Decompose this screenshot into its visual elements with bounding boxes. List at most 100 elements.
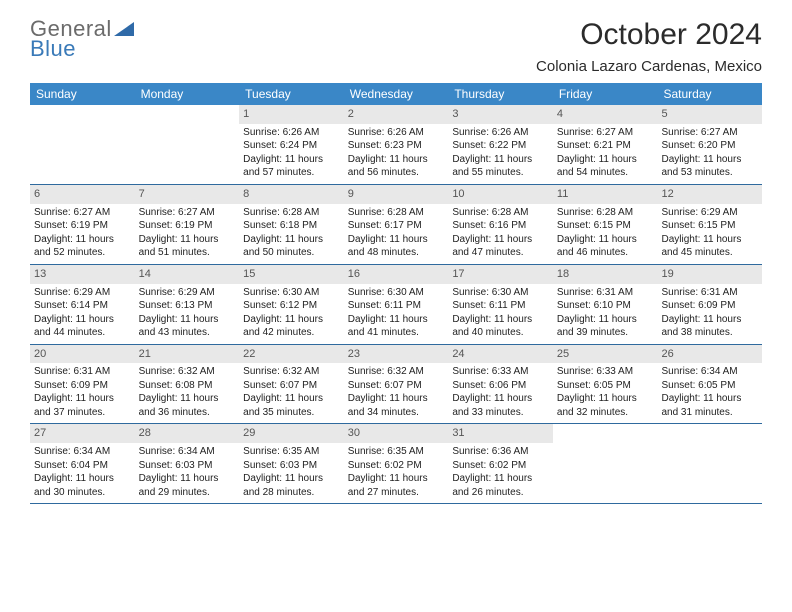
day-number: 26 <box>657 345 762 364</box>
day-cell: 24Sunrise: 6:33 AMSunset: 6:06 PMDayligh… <box>448 345 553 424</box>
day-cell: 1Sunrise: 6:26 AMSunset: 6:24 PMDaylight… <box>239 105 344 184</box>
daylight-text: Daylight: 11 hours and 55 minutes. <box>452 153 549 180</box>
sunrise-text: Sunrise: 6:35 AM <box>243 445 340 459</box>
sunrise-text: Sunrise: 6:30 AM <box>243 286 340 300</box>
day-cell: 23Sunrise: 6:32 AMSunset: 6:07 PMDayligh… <box>344 345 449 424</box>
day-number: 24 <box>448 345 553 364</box>
day-cell: 6Sunrise: 6:27 AMSunset: 6:19 PMDaylight… <box>30 185 135 264</box>
daylight-text: Daylight: 11 hours and 47 minutes. <box>452 233 549 260</box>
sunset-text: Sunset: 6:11 PM <box>452 299 549 313</box>
sunrise-text: Sunrise: 6:28 AM <box>557 206 654 220</box>
sunrise-text: Sunrise: 6:28 AM <box>243 206 340 220</box>
sunset-text: Sunset: 6:15 PM <box>661 219 758 233</box>
sunset-text: Sunset: 6:02 PM <box>452 459 549 473</box>
sunset-text: Sunset: 6:11 PM <box>348 299 445 313</box>
daylight-text: Daylight: 11 hours and 56 minutes. <box>348 153 445 180</box>
sunset-text: Sunset: 6:19 PM <box>34 219 131 233</box>
sunrise-text: Sunrise: 6:34 AM <box>661 365 758 379</box>
sunrise-text: Sunrise: 6:26 AM <box>452 126 549 140</box>
sunrise-text: Sunrise: 6:33 AM <box>557 365 654 379</box>
sunrise-text: Sunrise: 6:31 AM <box>557 286 654 300</box>
day-cell: 22Sunrise: 6:32 AMSunset: 6:07 PMDayligh… <box>239 345 344 424</box>
week-row: 27Sunrise: 6:34 AMSunset: 6:04 PMDayligh… <box>30 424 762 504</box>
sunset-text: Sunset: 6:18 PM <box>243 219 340 233</box>
day-number: 5 <box>657 105 762 124</box>
weekday-header: Wednesday <box>344 83 449 105</box>
daylight-text: Daylight: 11 hours and 45 minutes. <box>661 233 758 260</box>
sunrise-text: Sunrise: 6:32 AM <box>348 365 445 379</box>
day-number: 23 <box>344 345 449 364</box>
day-cell: 15Sunrise: 6:30 AMSunset: 6:12 PMDayligh… <box>239 265 344 344</box>
day-cell: 3 Sunrise: 6:26 AMSunset: 6:22 PMDaylight… <box>448 105 553 184</box>
daylight-text: Daylight: 11 hours and 31 minutes. <box>661 392 758 419</box>
sunset-text: Sunset: 6:03 PM <box>243 459 340 473</box>
day-cell: 17Sunrise: 6:30 AMSunset: 6:11 PMDayligh… <box>448 265 553 344</box>
weekday-header-row: Sunday Monday Tuesday Wednesday Thursday… <box>30 83 762 105</box>
sunrise-text: Sunrise: 6:27 AM <box>139 206 236 220</box>
day-number: 21 <box>135 345 240 364</box>
day-number: 31 <box>448 424 553 443</box>
sunrise-text: Sunrise: 6:32 AM <box>243 365 340 379</box>
day-number: 10 <box>448 185 553 204</box>
calendar: Sunday Monday Tuesday Wednesday Thursday… <box>30 83 762 504</box>
day-cell: . <box>657 424 762 503</box>
sunset-text: Sunset: 6:21 PM <box>557 139 654 153</box>
daylight-text: Daylight: 11 hours and 32 minutes. <box>557 392 654 419</box>
daylight-text: Daylight: 11 hours and 38 minutes. <box>661 313 758 340</box>
daylight-text: Daylight: 11 hours and 35 minutes. <box>243 392 340 419</box>
daylight-text: Daylight: 11 hours and 42 minutes. <box>243 313 340 340</box>
sunset-text: Sunset: 6:08 PM <box>139 379 236 393</box>
day-cell: 18Sunrise: 6:31 AMSunset: 6:10 PMDayligh… <box>553 265 658 344</box>
daylight-text: Daylight: 11 hours and 44 minutes. <box>34 313 131 340</box>
day-cell: 29Sunrise: 6:35 AMSunset: 6:03 PMDayligh… <box>239 424 344 503</box>
weeks-container: .. 1Sunrise: 6:26 AMSunset: 6:24 PMDaylig… <box>30 105 762 504</box>
daylight-text: Daylight: 11 hours and 46 minutes. <box>557 233 654 260</box>
sunset-text: Sunset: 6:10 PM <box>557 299 654 313</box>
sunrise-text: Sunrise: 6:31 AM <box>34 365 131 379</box>
day-number: 11 <box>553 185 658 204</box>
sunset-text: Sunset: 6:02 PM <box>348 459 445 473</box>
weekday-header: Saturday <box>657 83 762 105</box>
sunrise-text: Sunrise: 6:26 AM <box>243 126 340 140</box>
sunset-text: Sunset: 6:15 PM <box>557 219 654 233</box>
month-title: October 2024 <box>536 18 762 52</box>
daylight-text: Daylight: 11 hours and 53 minutes. <box>661 153 758 180</box>
day-number: 22 <box>239 345 344 364</box>
day-cell: . <box>30 105 135 184</box>
day-number: 3 <box>448 105 553 124</box>
weekday-header: Monday <box>135 83 240 105</box>
daylight-text: Daylight: 11 hours and 41 minutes. <box>348 313 445 340</box>
day-number: 8 <box>239 185 344 204</box>
sunset-text: Sunset: 6:17 PM <box>348 219 445 233</box>
sunrise-text: Sunrise: 6:30 AM <box>452 286 549 300</box>
weekday-header: Friday <box>553 83 658 105</box>
daylight-text: Daylight: 11 hours and 34 minutes. <box>348 392 445 419</box>
sunrise-text: Sunrise: 6:28 AM <box>348 206 445 220</box>
sunset-text: Sunset: 6:04 PM <box>34 459 131 473</box>
day-cell: 31Sunrise: 6:36 AMSunset: 6:02 PMDayligh… <box>448 424 553 503</box>
daylight-text: Daylight: 11 hours and 33 minutes. <box>452 392 549 419</box>
sunset-text: Sunset: 6:19 PM <box>139 219 236 233</box>
day-number: 2 <box>344 105 449 124</box>
daylight-text: Daylight: 11 hours and 30 minutes. <box>34 472 131 499</box>
sunset-text: Sunset: 6:07 PM <box>348 379 445 393</box>
brand-line2: Blue <box>30 38 134 60</box>
sunset-text: Sunset: 6:14 PM <box>34 299 131 313</box>
day-number: 28 <box>135 424 240 443</box>
day-cell: 7Sunrise: 6:27 AMSunset: 6:19 PMDaylight… <box>135 185 240 264</box>
sunrise-text: Sunrise: 6:27 AM <box>661 126 758 140</box>
day-cell: 13Sunrise: 6:29 AMSunset: 6:14 PMDayligh… <box>30 265 135 344</box>
sunset-text: Sunset: 6:05 PM <box>661 379 758 393</box>
daylight-text: Daylight: 11 hours and 29 minutes. <box>139 472 236 499</box>
title-block: October 2024 Colonia Lazaro Cardenas, Me… <box>536 18 762 75</box>
day-cell: . <box>553 424 658 503</box>
day-cell: 21Sunrise: 6:32 AMSunset: 6:08 PMDayligh… <box>135 345 240 424</box>
day-number: 20 <box>30 345 135 364</box>
sunrise-text: Sunrise: 6:31 AM <box>661 286 758 300</box>
day-number: 15 <box>239 265 344 284</box>
sunset-text: Sunset: 6:22 PM <box>452 139 549 153</box>
daylight-text: Daylight: 11 hours and 39 minutes. <box>557 313 654 340</box>
day-cell: 8Sunrise: 6:28 AMSunset: 6:18 PMDaylight… <box>239 185 344 264</box>
sunrise-text: Sunrise: 6:34 AM <box>34 445 131 459</box>
page-header: General Blue October 2024 Colonia Lazaro… <box>30 18 762 75</box>
